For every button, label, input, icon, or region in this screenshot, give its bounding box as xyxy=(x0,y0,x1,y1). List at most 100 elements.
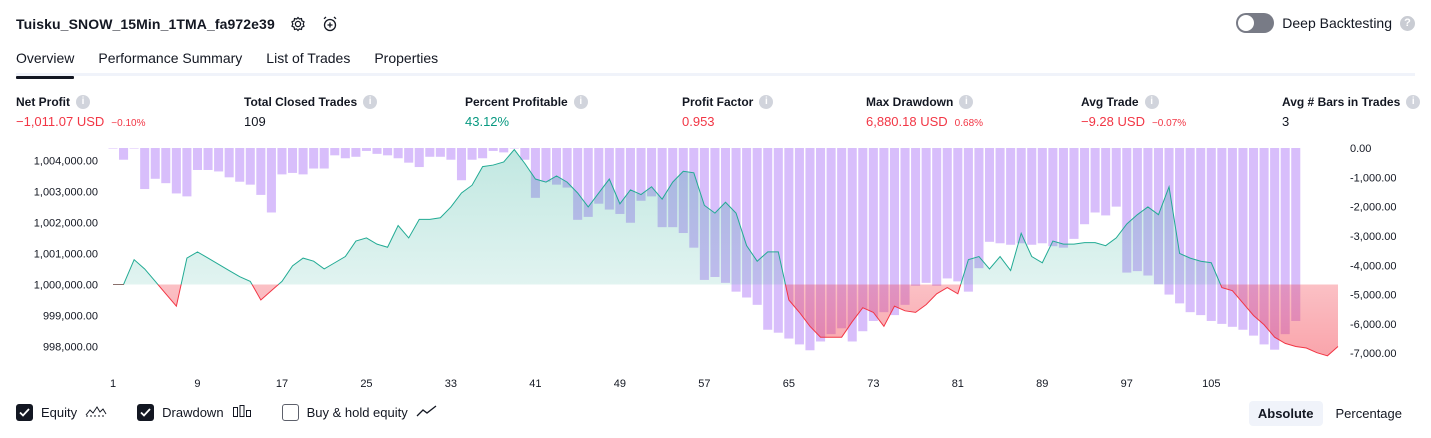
info-icon[interactable]: i xyxy=(76,94,90,109)
left-axis-tick: 1,004,000.00 xyxy=(34,155,98,167)
drawdown-bar xyxy=(235,148,245,182)
info-icon[interactable]: i xyxy=(759,94,774,109)
info-icon[interactable]: i xyxy=(959,94,974,109)
stat-label: Total Closed Trades xyxy=(244,94,358,109)
stat-value: −1,011.07 USD xyxy=(16,114,105,129)
drawdown-bar xyxy=(1037,148,1047,244)
strategy-title: Tuisku_SNOW_15Min_1TMA_fa972e39 xyxy=(16,16,275,32)
drawdown-bar xyxy=(1238,148,1248,330)
drawdown-bar xyxy=(1206,148,1216,321)
drawdown-bar xyxy=(414,148,424,168)
drawdown-bar xyxy=(1122,148,1132,273)
trend-line-icon xyxy=(416,404,438,421)
right-axis-tick: 0.00 xyxy=(1350,143,1371,155)
drawdown-bar xyxy=(1016,148,1026,244)
tab-list-of-trades[interactable]: List of Trades xyxy=(266,50,351,66)
drawdown-bar xyxy=(340,148,350,159)
drawdown-bar xyxy=(879,148,889,313)
equity-toggle[interactable]: Equity xyxy=(16,404,107,421)
stat-value: −9.28 USD xyxy=(1081,114,1145,129)
drawdown-bar xyxy=(1111,148,1121,207)
drawdown-bar xyxy=(1185,148,1195,313)
tab-overview[interactable]: Overview xyxy=(16,46,75,79)
drawdown-bar xyxy=(192,148,203,170)
summary-stats: Net Profit i −1,011.07 USD −0.10% Total Cl… xyxy=(0,94,1431,134)
left-axis-tick: 1,000,000.00 xyxy=(34,279,98,291)
settings-icon[interactable] xyxy=(289,15,307,33)
equity-line-positive xyxy=(113,148,1222,285)
tab-performance-summary[interactable]: Performance Summary xyxy=(98,50,243,66)
tab-properties[interactable]: Properties xyxy=(374,50,439,66)
drawdown-bar xyxy=(372,148,382,154)
drawdown-bar xyxy=(805,148,815,351)
deep-backtesting-toggle[interactable] xyxy=(1236,13,1275,33)
drawdown-bar xyxy=(203,148,213,170)
buy-hold-toggle[interactable]: Buy & hold equity xyxy=(281,404,438,421)
info-icon[interactable]: i xyxy=(573,94,588,109)
stat-avg-bars: Avg # Bars in Trades i 3 xyxy=(1282,94,1421,129)
drawdown-bar xyxy=(847,148,857,342)
drawdown-bar xyxy=(625,148,635,223)
drawdown-bar xyxy=(140,148,150,190)
drawdown-bar xyxy=(509,148,519,149)
drawdown-bar xyxy=(383,148,393,156)
absolute-button[interactable]: Absolute xyxy=(1248,401,1323,426)
percentage-button[interactable]: Percentage xyxy=(1335,406,1403,421)
drawdown-bar xyxy=(256,148,266,195)
stat-sub-value: −0.07% xyxy=(1151,118,1187,129)
deep-backtesting-control: Deep Backtesting ? xyxy=(1236,13,1415,33)
drawdown-bar xyxy=(1058,148,1068,248)
alarm-add-icon[interactable] xyxy=(321,15,339,33)
equity-line-icon xyxy=(85,404,107,421)
drawdown-bar xyxy=(404,148,414,163)
buy-hold-checkbox[interactable] xyxy=(281,404,299,421)
info-icon[interactable]: i xyxy=(363,94,378,109)
strategy-title-row: Tuisku_SNOW_15Min_1TMA_fa972e39 xyxy=(16,14,339,34)
equity-checkbox[interactable] xyxy=(16,404,33,421)
equity-label: Equity xyxy=(41,405,78,420)
drawdown-bar xyxy=(974,148,984,269)
buy-hold-label: Buy & hold equity xyxy=(306,405,408,420)
stat-profit-factor: Profit Factor i 0.953 xyxy=(682,94,774,129)
drawdown-bar xyxy=(1132,148,1142,272)
drawdown-bar xyxy=(573,148,583,220)
stat-net-profit: Net Profit i −1,011.07 USD −0.10% xyxy=(16,94,146,129)
drawdown-checkbox[interactable] xyxy=(137,404,155,421)
drawdown-bar xyxy=(1280,148,1290,335)
help-icon[interactable]: ? xyxy=(1400,15,1415,31)
bar-chart-icon xyxy=(232,404,252,421)
drawdown-bar xyxy=(1027,148,1037,245)
drawdown-bar xyxy=(932,148,942,286)
info-icon[interactable]: i xyxy=(1144,94,1159,109)
equity-drawdown-chart[interactable]: 1,004,000.00 1,003,000.00 1,002,000.00 1,00… xyxy=(0,140,1431,395)
drawdown-bar xyxy=(1259,148,1269,345)
drawdown-toggle[interactable]: Drawdown xyxy=(137,404,251,421)
stat-value: 6,880.18 USD xyxy=(866,114,948,129)
x-axis-tick: 89 xyxy=(1036,378,1048,390)
x-axis-tick: 17 xyxy=(276,378,288,390)
drawdown-bar xyxy=(319,148,329,169)
x-axis-tick: 81 xyxy=(952,378,964,390)
x-axis-tick: 105 xyxy=(1202,378,1220,390)
right-axis-tick: -5,000.00 xyxy=(1350,290,1396,302)
drawdown-bar xyxy=(182,148,192,197)
drawdown-bar xyxy=(742,148,752,298)
stat-percent-profitable: Percent Profitable i 43.12% xyxy=(465,94,588,129)
equity-area-positive xyxy=(113,149,1338,285)
drawdown-bar xyxy=(1291,148,1301,321)
drawdown-bar xyxy=(1196,148,1206,316)
drawdown-bar xyxy=(171,148,181,194)
info-icon[interactable]: i xyxy=(1406,94,1421,109)
drawdown-bar xyxy=(826,148,836,335)
drawdown-bar xyxy=(309,148,319,169)
drawdown-bar xyxy=(456,148,467,181)
drawdown-bar xyxy=(1270,148,1280,350)
x-axis-tick: 9 xyxy=(194,378,200,390)
drawdown-bar xyxy=(266,148,276,213)
drawdown-bar xyxy=(214,148,224,172)
left-axis-tick: 1,001,000.00 xyxy=(34,248,98,260)
drawdown-bar xyxy=(953,148,963,282)
drawdown-bar xyxy=(1080,148,1090,225)
drawdown-bar xyxy=(647,148,657,197)
drawdown-bar xyxy=(361,148,371,151)
